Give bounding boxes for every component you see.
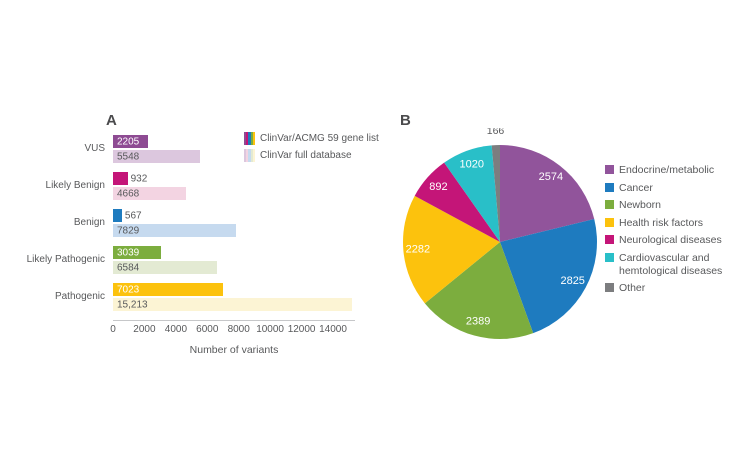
legend-label: ClinVar/ACMG 59 gene list bbox=[260, 133, 379, 144]
legend-item: Health risk factors bbox=[605, 217, 735, 230]
bar-value-label: 2205 bbox=[117, 136, 140, 147]
bar: 567 bbox=[113, 209, 142, 222]
bar-value-label: 15,213 bbox=[117, 299, 148, 310]
pie-slice bbox=[414, 162, 500, 242]
category-label: Pathogenic bbox=[54, 290, 105, 302]
x-axis-title: Number of variants bbox=[189, 344, 279, 356]
bar-pair: 932 4668 bbox=[113, 172, 355, 200]
bar-value-label: 6584 bbox=[117, 262, 140, 273]
legend-swatch-icon bbox=[605, 217, 614, 227]
legend-label: Other bbox=[619, 282, 646, 295]
pie-slice bbox=[491, 145, 500, 242]
bar-value-label: 5548 bbox=[117, 151, 140, 162]
legend-item: Newborn bbox=[605, 199, 735, 212]
bar-value-label: 3039 bbox=[117, 247, 140, 258]
x-axis-line bbox=[113, 320, 355, 321]
pie-chart-legend: Endocrine/metabolic Cancer Newborn Health r… bbox=[605, 164, 735, 295]
bar-chart: VUS 2205 5548 Likely Benign 932 4668 Benign 567… bbox=[20, 135, 355, 356]
bar-pair: 3039 6584 bbox=[113, 246, 355, 274]
x-tick-label: 8000 bbox=[227, 324, 250, 335]
pie-value-label: 2389 bbox=[466, 315, 490, 327]
legend-swatch-icon bbox=[605, 182, 614, 192]
bar: 15,213 bbox=[113, 298, 353, 311]
x-axis-ticks: 0 2000 4000 6000 8000 10000 12000 14000 bbox=[110, 324, 355, 336]
x-tick-label: 10000 bbox=[256, 324, 284, 335]
bar-group: Pathogenic 7023 15,213 bbox=[20, 283, 355, 311]
bar-value-label: 7829 bbox=[117, 225, 140, 236]
legend-item: Neurological diseases bbox=[605, 234, 735, 247]
bar-value-label: 567 bbox=[124, 210, 142, 221]
bar: 5548 bbox=[113, 150, 201, 163]
legend-swatch-icon bbox=[605, 165, 614, 174]
pie-value-label: 2825 bbox=[560, 275, 584, 287]
legend-item: Cardiovascular and hemtological diseases bbox=[605, 252, 735, 277]
category-label: VUS bbox=[84, 142, 105, 154]
bar: 3039 bbox=[113, 246, 161, 259]
pie-slice bbox=[424, 242, 534, 340]
bar-rows: VUS 2205 5548 Likely Benign 932 4668 Benign 567… bbox=[20, 135, 355, 311]
legend-swatch-icon bbox=[605, 283, 614, 293]
panel-b-letter: B bbox=[400, 112, 411, 129]
pie-slice bbox=[403, 195, 500, 304]
bar-pair: 567 7829 bbox=[113, 209, 355, 237]
pie-slice bbox=[500, 145, 595, 242]
bar: 2205 bbox=[113, 135, 148, 148]
bar-group: Likely Pathogenic 3039 6584 bbox=[20, 246, 355, 274]
bar-chart-legend: ClinVar/ACMG 59 gene list ClinVar full da… bbox=[244, 132, 379, 162]
x-tick-label: 6000 bbox=[196, 324, 219, 335]
pie-slice bbox=[500, 218, 597, 334]
bar: 932 bbox=[113, 172, 147, 185]
bar-pair: 7023 15,213 bbox=[113, 283, 355, 311]
bar-value-label: 7023 bbox=[117, 284, 140, 295]
pie-value-label: 2574 bbox=[539, 171, 563, 183]
category-label: Likely Benign bbox=[45, 179, 105, 191]
legend-swatch-icon bbox=[244, 132, 256, 145]
legend-item: Endocrine/metabolic bbox=[605, 164, 735, 177]
legend-swatch-icon bbox=[605, 235, 614, 245]
legend-label: Neurological diseases bbox=[619, 234, 722, 247]
bar-group: VUS 2205 5548 bbox=[20, 135, 355, 163]
bar-value-label: 932 bbox=[130, 173, 148, 184]
x-tick-label: 12000 bbox=[287, 324, 316, 335]
pie-slice bbox=[444, 145, 500, 242]
legend-swatch-icon bbox=[244, 149, 256, 162]
legend-item: ClinVar/ACMG 59 gene list bbox=[244, 132, 379, 145]
legend-label: Endocrine/metabolic bbox=[619, 164, 715, 176]
x-tick-label: 2000 bbox=[133, 324, 156, 335]
bar-pair: 2205 5548 bbox=[113, 135, 355, 163]
x-tick-label: 0 bbox=[110, 324, 116, 335]
bar: 7023 bbox=[113, 283, 224, 296]
pie-value-label: 2282 bbox=[406, 244, 430, 256]
panel-b-pie-chart: B 2574 2825 2389 2282 892 1020 166 Endocrine/m… bbox=[398, 112, 736, 372]
bar-value-label: 4668 bbox=[117, 188, 140, 199]
bar: 4668 bbox=[113, 187, 187, 200]
bar-group: Benign 567 7829 bbox=[20, 209, 355, 237]
legend-label: ClinVar full database bbox=[260, 150, 352, 161]
pie-chart: 2574 2825 2389 2282 892 1020 166 bbox=[403, 128, 597, 340]
bar: 7829 bbox=[113, 224, 236, 237]
legend-item: ClinVar full database bbox=[244, 149, 379, 162]
legend-label: Cancer bbox=[619, 181, 653, 194]
legend-label: Health risk factors bbox=[619, 216, 704, 229]
legend-label: Cardiovascular and hemtological diseases bbox=[619, 251, 723, 277]
x-tick-label: 4000 bbox=[164, 324, 188, 335]
bar-group: Likely Benign 932 4668 bbox=[20, 172, 355, 200]
pie-value-label: 1020 bbox=[460, 158, 484, 170]
legend-label: Newborn bbox=[619, 199, 662, 212]
category-label: Likely Pathogenic bbox=[26, 253, 105, 265]
legend-item: Cancer bbox=[605, 182, 735, 195]
legend-item: Other bbox=[605, 282, 735, 295]
legend-swatch-icon bbox=[605, 200, 614, 210]
pie-value-label: 166 bbox=[487, 128, 505, 137]
pie-value-label: 892 bbox=[429, 181, 447, 193]
category-label: Benign bbox=[73, 216, 105, 228]
bar: 6584 bbox=[113, 261, 217, 274]
x-tick-label: 14000 bbox=[319, 324, 347, 335]
legend-swatch-icon bbox=[605, 252, 614, 262]
panel-a-bar-chart: A VUS 2205 5548 Likely Benign 932 4668 Benign 5… bbox=[20, 112, 379, 372]
panel-a-letter: A bbox=[106, 112, 117, 129]
